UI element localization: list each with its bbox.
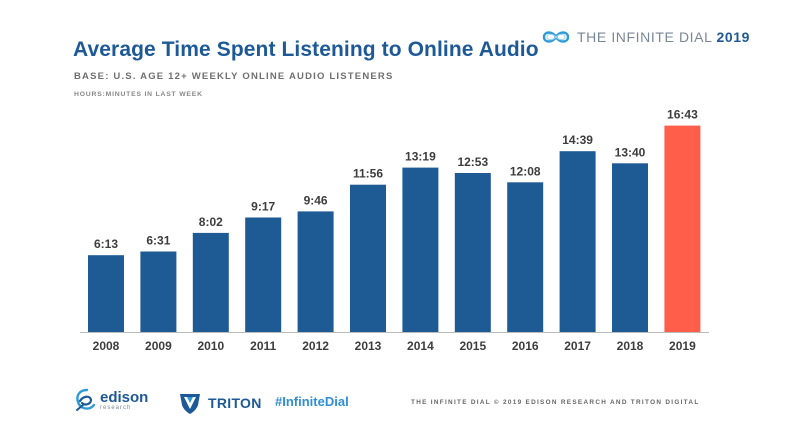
data-label-2017: 14:39 — [562, 133, 593, 147]
data-label-2009: 6:31 — [146, 234, 170, 248]
hashtag-link[interactable]: #InfiniteDial — [275, 394, 349, 409]
bar-2014 — [402, 167, 439, 332]
bar-2008 — [88, 255, 124, 332]
data-label-2010: 8:02 — [199, 215, 223, 229]
bar-2012 — [297, 211, 334, 332]
bar-2013 — [350, 184, 386, 332]
chart-base-subtitle: BASE: U.S. AGE 12+ WEEKLY ONLINE AUDIO L… — [74, 71, 394, 82]
data-label-2008: 6:13 — [94, 237, 118, 251]
x-tick-2011: 2011 — [250, 339, 276, 353]
x-tick-2013: 2013 — [355, 339, 382, 353]
data-label-2015: 12:53 — [457, 155, 488, 169]
bar-2010 — [192, 232, 229, 332]
x-tick-2009: 2009 — [145, 339, 172, 353]
x-tick-2012: 2012 — [302, 339, 329, 353]
triton-name: TRITON — [208, 395, 262, 411]
brand-year: 2019 — [716, 29, 750, 45]
edison-name: edison — [100, 388, 149, 406]
triton-shield-icon — [180, 394, 200, 414]
x-tick-2008: 2008 — [93, 339, 120, 353]
x-tick-2014: 2014 — [407, 339, 434, 353]
infinity-logo-icon — [542, 31, 570, 43]
data-label-2016: 12:08 — [510, 164, 541, 178]
bar-2015 — [454, 173, 491, 332]
chart-title: Average Time Spent Listening to Online A… — [73, 38, 539, 61]
infinite-dial-brand: THE INFINITE DIAL 2019 — [541, 26, 750, 48]
brand-name: THE INFINITE DIAL — [577, 29, 712, 45]
data-label-2012: 9:46 — [304, 193, 328, 207]
data-label-2011: 9:17 — [251, 200, 275, 214]
bar-2016 — [507, 182, 544, 332]
data-label-2018: 13:40 — [615, 145, 646, 159]
x-tick-2019: 2019 — [669, 339, 696, 353]
x-tick-2010: 2010 — [197, 339, 224, 353]
x-tick-2016: 2016 — [512, 339, 539, 353]
x-tick-2017: 2017 — [564, 339, 591, 353]
data-label-2014: 13:19 — [405, 150, 436, 164]
bar-2017 — [559, 151, 596, 332]
edison-sub: research — [100, 404, 132, 411]
edison-research-logo: edison research — [74, 386, 148, 414]
x-tick-2015: 2015 — [459, 339, 486, 353]
x-tick-2018: 2018 — [617, 339, 644, 353]
bar-2009 — [140, 251, 177, 332]
edison-swirl-icon — [76, 388, 96, 411]
copyright-text: THE INFINITE DIAL © 2019 EDISON RESEARCH… — [411, 399, 700, 406]
bar-2019 — [664, 125, 701, 332]
data-label-2019: 16:43 — [667, 108, 698, 122]
data-label-2013: 11:56 — [353, 167, 383, 181]
units-label: HOURS:MINUTES IN LAST WEEK — [74, 91, 203, 98]
bar-2011 — [245, 217, 282, 332]
triton-logo: TRITON — [177, 390, 262, 416]
bar-2018 — [612, 163, 648, 332]
